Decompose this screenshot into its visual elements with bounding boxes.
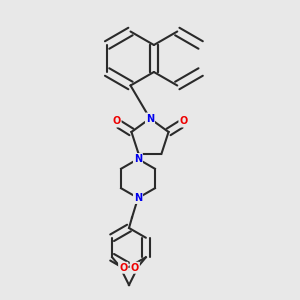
Text: O: O: [179, 116, 188, 127]
Text: N: N: [134, 154, 142, 164]
Text: O: O: [119, 263, 127, 273]
Text: O: O: [112, 116, 121, 127]
Text: O: O: [131, 263, 139, 273]
Text: N: N: [146, 113, 154, 124]
Text: N: N: [134, 193, 142, 203]
